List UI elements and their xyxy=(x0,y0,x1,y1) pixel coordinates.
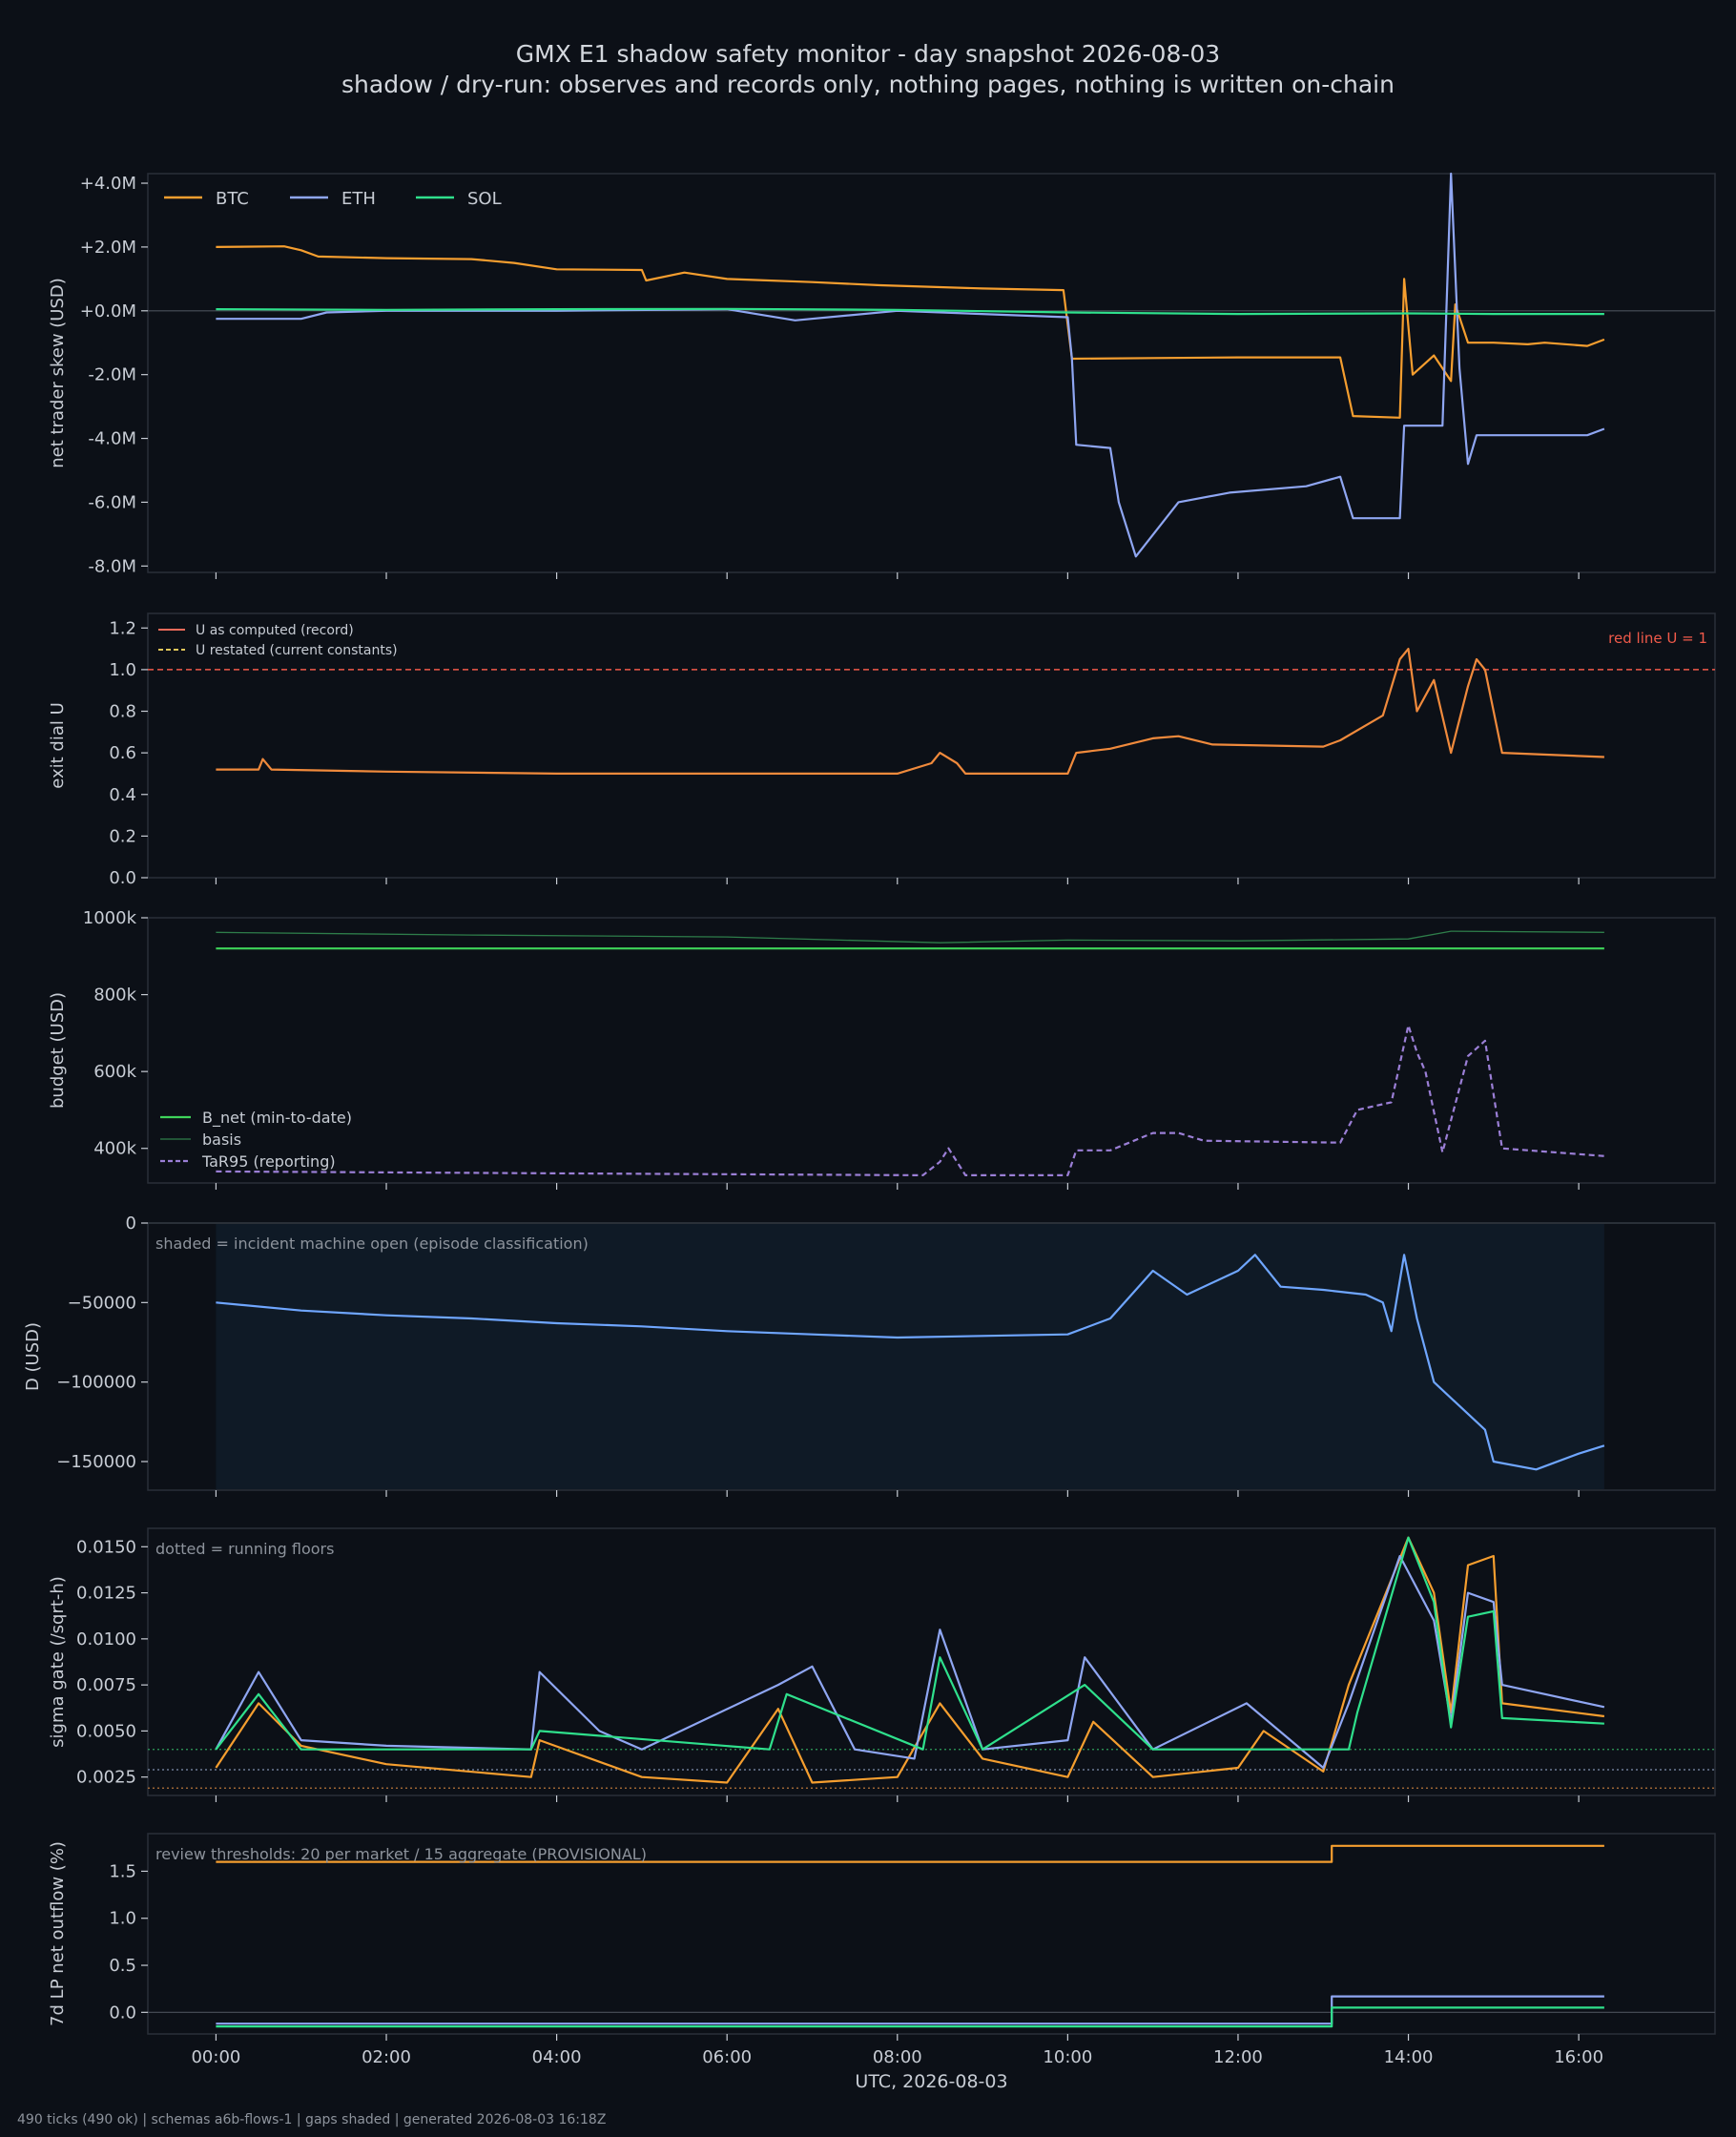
series-line-basis xyxy=(216,930,1604,944)
series-line-tar95-reporting- xyxy=(216,1024,1604,1176)
legend-label: basis xyxy=(202,1131,241,1149)
y-tick-label: 0.0100 xyxy=(76,1629,136,1649)
series-line-d xyxy=(216,1254,1605,1471)
x-tick-label: 10:00 xyxy=(1043,2047,1092,2067)
y-tick-label: 0.0125 xyxy=(76,1584,136,1604)
panel-annotation: dotted = running floors xyxy=(155,1540,334,1558)
y-tick-label: 0.8 xyxy=(109,702,136,722)
series-line-sol xyxy=(216,307,1604,316)
y-tick-label: 400k xyxy=(93,1139,136,1159)
y-tick-label: 0 xyxy=(126,1214,136,1234)
legend-label: B_net (min-to-date) xyxy=(202,1109,352,1128)
y-tick-label: +0.0M xyxy=(80,301,136,322)
y-axis-label: D (USD) xyxy=(23,1322,43,1391)
y-tick-label: −50000 xyxy=(68,1293,136,1313)
panel-annotation: review thresholds: 20 per market / 15 ag… xyxy=(155,1845,647,1863)
series-line-u-as-computed-record- xyxy=(216,648,1604,775)
series-line-sol xyxy=(216,2006,1604,2028)
chart-title: GMX E1 shadow safety monitor - day snaps… xyxy=(515,40,1221,68)
x-tick-label: 12:00 xyxy=(1213,2047,1263,2067)
y-tick-label: +4.0M xyxy=(80,174,136,194)
series-line-eth xyxy=(216,172,1605,558)
y-axis-label: budget (USD) xyxy=(48,992,68,1109)
legend-label: U restated (current constants) xyxy=(196,643,398,658)
y-tick-label: -6.0M xyxy=(88,492,136,512)
y-tick-label: 0.0 xyxy=(109,2002,136,2023)
x-tick-label: 02:00 xyxy=(362,2047,411,2067)
panel-6: 0.0 0.5 1.0 1.5 7d LP net outflow (%) review … xyxy=(48,1833,1716,2041)
y-tick-label: 0.0 xyxy=(109,868,136,888)
y-tick-label: 0.0050 xyxy=(76,1721,136,1741)
y-tick-label: 0.4 xyxy=(109,785,136,805)
x-tick-label: 04:00 xyxy=(532,2047,582,2067)
status-footer: 490 ticks (490 ok) | schemas a6b-flows-1… xyxy=(17,2112,607,2127)
y-tick-label: +2.0M xyxy=(80,238,136,258)
x-tick-label: 14:00 xyxy=(1384,2047,1434,2067)
panel-1: +4.0M +2.0M +0.0M -2.0M -4.0M -6.0M -8.0M net t… xyxy=(48,172,1716,579)
x-tick-label: 16:00 xyxy=(1554,2047,1603,2067)
legend-label: BTC xyxy=(216,189,249,209)
legend-label: TaR95 (reporting) xyxy=(201,1152,336,1171)
series-line-btc xyxy=(216,245,1605,419)
panel-frame xyxy=(147,612,1716,879)
y-tick-label: 1.5 xyxy=(109,1861,136,1881)
panel-5: 0.0025 0.0050 0.0075 0.0100 0.0125 0.0150 sigm… xyxy=(48,1527,1716,1802)
x-tick-label: 00:00 xyxy=(191,2047,240,2067)
y-tick-label: 800k xyxy=(93,986,136,1006)
panel-frame xyxy=(147,917,1716,1184)
y-tick-label: 1.0 xyxy=(109,1909,136,1929)
y-tick-label: 1.0 xyxy=(109,660,136,680)
panel-3: 400k 600k 800k 1000k budget (USD) B_net (min-… xyxy=(48,908,1716,1190)
y-tick-label: −100000 xyxy=(56,1373,136,1393)
panel-annotation: shaded = incident machine open (episode … xyxy=(155,1234,589,1253)
x-axis-label: UTC, 2026-08-03 xyxy=(855,2071,1007,2092)
y-tick-label: 0.0075 xyxy=(76,1675,136,1695)
series-line-btc xyxy=(215,1536,1605,1784)
x-tick-label: 08:00 xyxy=(873,2047,922,2067)
legend-label: U as computed (record) xyxy=(196,623,354,638)
y-tick-label: 0.2 xyxy=(109,826,136,846)
chart-subtitle: shadow / dry-run: observes and records o… xyxy=(341,71,1395,98)
panel-frame xyxy=(147,1833,1716,2035)
legend-label: SOL xyxy=(467,189,502,209)
series-line-btc xyxy=(216,1844,1604,1863)
y-tick-label: 1000k xyxy=(83,908,137,928)
y-tick-label: −150000 xyxy=(56,1452,136,1472)
panel-frame xyxy=(147,1527,1716,1796)
incident-shade xyxy=(216,1224,1604,1489)
y-tick-label: -2.0M xyxy=(88,365,136,385)
y-axis-label: sigma gate (/sqrt-h) xyxy=(48,1576,68,1748)
y-axis-label: exit dial U xyxy=(48,702,68,789)
x-tick-label: 06:00 xyxy=(702,2047,752,2067)
y-tick-label: 1.2 xyxy=(109,618,136,638)
y-tick-label: 600k xyxy=(93,1062,136,1082)
y-tick-label: -4.0M xyxy=(88,429,136,449)
y-axis-label: net trader skew (USD) xyxy=(48,278,68,468)
y-axis-label: 7d LP net outflow (%) xyxy=(48,1841,68,2026)
series-line-eth xyxy=(215,1554,1605,1770)
panel-2: red line U = 1 0.0 0.2 0.4 0.6 0.8 1.0 1.2 exit … xyxy=(48,612,1716,888)
series-line-sol xyxy=(215,1536,1604,1751)
y-tick-label: 0.0150 xyxy=(76,1537,136,1557)
series-line-eth xyxy=(216,1995,1604,2025)
panel-frame xyxy=(147,173,1716,573)
y-tick-label: 0.0025 xyxy=(76,1768,136,1788)
y-tick-label: 0.5 xyxy=(109,1956,136,1976)
panel-4: 0 −50000 −100000 −150000 D (USD) shaded = inc… xyxy=(23,1214,1716,1497)
red-line-label: red line U = 1 xyxy=(1608,630,1707,647)
y-tick-label: 0.6 xyxy=(109,743,136,763)
y-tick-label: -8.0M xyxy=(88,556,136,576)
legend-label: ETH xyxy=(341,189,376,209)
